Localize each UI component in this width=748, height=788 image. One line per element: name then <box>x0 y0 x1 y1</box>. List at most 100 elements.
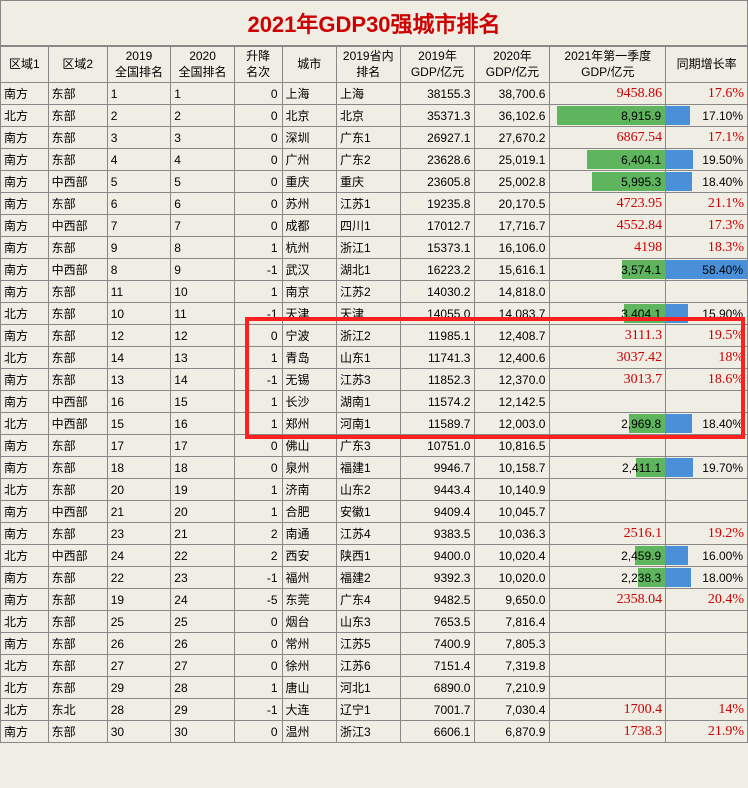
rank-2020: 19 <box>171 479 235 501</box>
gdp-q1: 2,238.3 <box>550 567 666 589</box>
region2: 东部 <box>48 611 107 633</box>
rank-2020: 16 <box>171 413 235 435</box>
rank-2020: 8 <box>171 237 235 259</box>
region1: 南方 <box>1 391 49 413</box>
col-header-0: 区域1 <box>1 47 49 83</box>
gdp-q1 <box>550 435 666 457</box>
table-row: 南方中西部89-1武汉湖北116223.215,616.13,574.158.4… <box>1 259 748 281</box>
rank-2019: 28 <box>107 699 171 721</box>
region2: 中西部 <box>48 391 107 413</box>
rank-2020: 27 <box>171 655 235 677</box>
rank-2019: 5 <box>107 171 171 193</box>
region2: 中西部 <box>48 501 107 523</box>
province-rank: 陕西1 <box>336 545 400 567</box>
rank-change: 0 <box>234 215 282 237</box>
gdp-2019: 11574.2 <box>400 391 475 413</box>
page-title: 2021年GDP30强城市排名 <box>0 0 748 46</box>
rank-2019: 22 <box>107 567 171 589</box>
table-row: 南方东部30300温州浙江36606.16,870.91738.321.9% <box>1 721 748 743</box>
gdp-q1: 4552.84 <box>550 215 666 237</box>
region1: 南方 <box>1 215 49 237</box>
gdp-2019: 9392.3 <box>400 567 475 589</box>
rank-2019: 14 <box>107 347 171 369</box>
city: 南通 <box>282 523 336 545</box>
gdp-2019: 38155.3 <box>400 83 475 105</box>
gdp-q1 <box>550 633 666 655</box>
gdp-2019: 11852.3 <box>400 369 475 391</box>
gdp-q1: 2516.1 <box>550 523 666 545</box>
gdp-q1: 6,404.1 <box>550 149 666 171</box>
region1: 北方 <box>1 413 49 435</box>
rank-2019: 18 <box>107 457 171 479</box>
gdp-2019: 7400.9 <box>400 633 475 655</box>
table-row: 北方东部1011-1天津天津14055.014,083.73,404.115.9… <box>1 303 748 325</box>
region2: 中西部 <box>48 215 107 237</box>
gdp-2020: 15,616.1 <box>475 259 550 281</box>
gdp-2019: 15373.1 <box>400 237 475 259</box>
province-rank: 山东2 <box>336 479 400 501</box>
rank-2020: 7 <box>171 215 235 237</box>
province-rank: 四川1 <box>336 215 400 237</box>
gdp-2020: 25,019.1 <box>475 149 550 171</box>
city: 杭州 <box>282 237 336 259</box>
province-rank: 河北1 <box>336 677 400 699</box>
gdp-2020: 7,816.4 <box>475 611 550 633</box>
region1: 南方 <box>1 721 49 743</box>
rank-change: 0 <box>234 127 282 149</box>
region1: 南方 <box>1 567 49 589</box>
rank-2019: 3 <box>107 127 171 149</box>
growth-rate: 19.5% <box>666 325 748 347</box>
rank-change: 2 <box>234 545 282 567</box>
rank-2019: 30 <box>107 721 171 743</box>
table-row: 南方东部17170佛山广东310751.010,816.5 <box>1 435 748 457</box>
gdp-2020: 7,805.3 <box>475 633 550 655</box>
gdp-2020: 6,870.9 <box>475 721 550 743</box>
table-row: 北方中西部24222西安陕西19400.010,020.42,459.916.0… <box>1 545 748 567</box>
gdp-2019: 9383.5 <box>400 523 475 545</box>
city: 宁波 <box>282 325 336 347</box>
gdp-q1 <box>550 501 666 523</box>
city: 泉州 <box>282 457 336 479</box>
province-rank: 山东1 <box>336 347 400 369</box>
region1: 北方 <box>1 611 49 633</box>
col-header-2: 2019全国排名 <box>107 47 171 83</box>
rank-change: 1 <box>234 237 282 259</box>
col-header-9: 2021年第一季度GDP/亿元 <box>550 47 666 83</box>
table-row: 南方中西部16151长沙湖南111574.212,142.5 <box>1 391 748 413</box>
city: 成都 <box>282 215 336 237</box>
gdp-q1: 2,459.9 <box>550 545 666 567</box>
region1: 南方 <box>1 193 49 215</box>
rank-2019: 12 <box>107 325 171 347</box>
province-rank: 广东4 <box>336 589 400 611</box>
rank-change: 0 <box>234 83 282 105</box>
region1: 南方 <box>1 325 49 347</box>
rank-change: 1 <box>234 347 282 369</box>
region1: 南方 <box>1 369 49 391</box>
region1: 北方 <box>1 545 49 567</box>
gdp-q1 <box>550 677 666 699</box>
rank-change: 2 <box>234 523 282 545</box>
rank-2019: 1 <box>107 83 171 105</box>
city: 大连 <box>282 699 336 721</box>
city: 苏州 <box>282 193 336 215</box>
rank-2019: 21 <box>107 501 171 523</box>
region2: 东部 <box>48 589 107 611</box>
growth-rate: 15.90% <box>666 303 748 325</box>
province-rank: 浙江3 <box>336 721 400 743</box>
col-header-4: 升降名次 <box>234 47 282 83</box>
col-header-3: 2020全国排名 <box>171 47 235 83</box>
province-rank: 安徽1 <box>336 501 400 523</box>
gdp-2020: 27,670.2 <box>475 127 550 149</box>
rank-2019: 27 <box>107 655 171 677</box>
growth-rate: 17.1% <box>666 127 748 149</box>
region2: 东部 <box>48 457 107 479</box>
gdp-table: 区域1区域22019全国排名2020全国排名升降名次城市2019省内排名2019… <box>0 46 748 743</box>
city: 郑州 <box>282 413 336 435</box>
growth-rate: 14% <box>666 699 748 721</box>
gdp-2019: 35371.3 <box>400 105 475 127</box>
gdp-2020: 38,700.6 <box>475 83 550 105</box>
province-rank: 广东1 <box>336 127 400 149</box>
region1: 北方 <box>1 303 49 325</box>
region1: 南方 <box>1 589 49 611</box>
table-row: 北方东部220北京北京35371.336,102.68,915.917.10% <box>1 105 748 127</box>
